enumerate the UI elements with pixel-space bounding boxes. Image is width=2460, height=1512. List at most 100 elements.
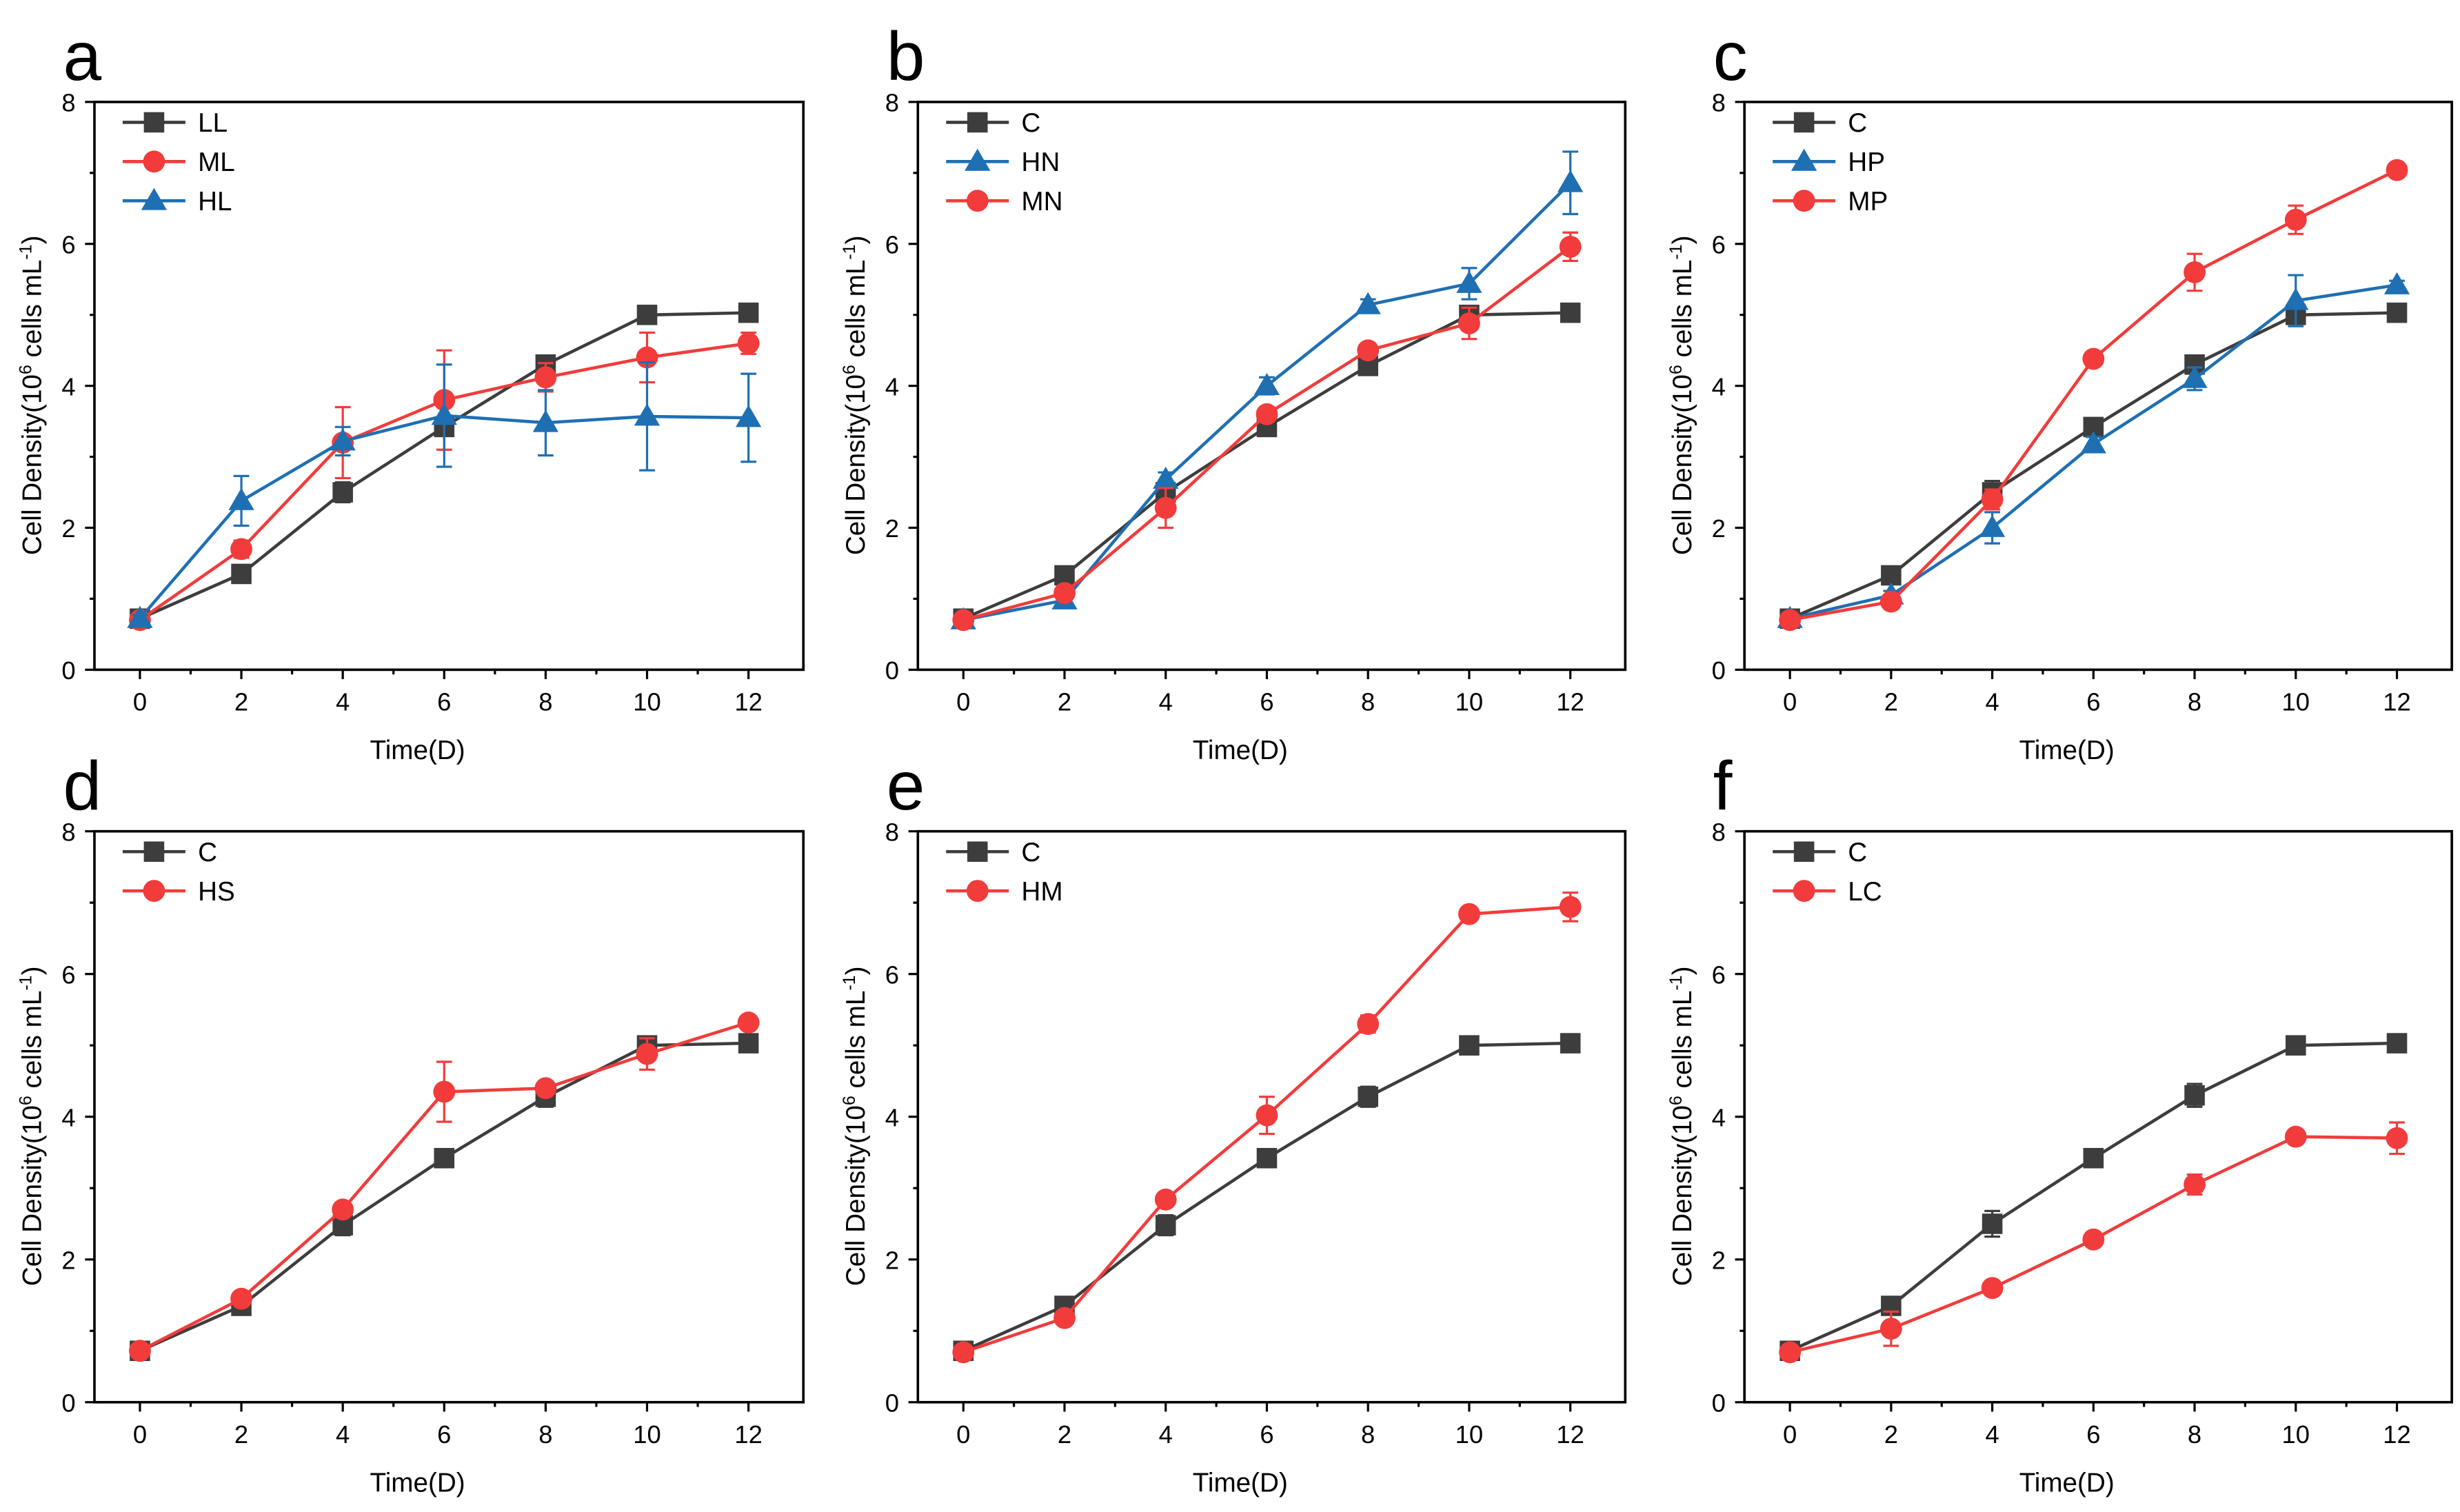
data-point (2184, 1085, 2205, 1106)
x-tick-label: 12 (1556, 688, 1584, 716)
legend-marker (966, 190, 989, 212)
data-point (330, 428, 356, 451)
x-tick-label: 8 (1361, 1420, 1375, 1449)
x-tick-label: 6 (437, 688, 451, 716)
x-tick-label: 2 (1884, 1420, 1898, 1449)
x-tick-label: 2 (234, 688, 248, 716)
data-point (431, 403, 457, 425)
y-tick-label: 6 (885, 230, 899, 259)
data-point (636, 1042, 658, 1065)
legend-label: HS (198, 877, 235, 907)
data-point (738, 302, 759, 323)
y-axis-title: Cell Density(106 cells mL-1) (1666, 235, 1697, 555)
legend: C HS (122, 838, 235, 907)
legend-marker (143, 880, 165, 903)
legend-label: C (1848, 838, 1867, 867)
panel-letter: b (887, 18, 925, 95)
y-tick-label: 0 (61, 656, 75, 685)
data-point (1779, 1341, 1802, 1364)
y-tick-label: 4 (885, 372, 899, 401)
x-tick-label: 4 (1159, 688, 1173, 716)
data-point (1879, 590, 1902, 613)
chart-panel-e: e 0 2 4 6 8 0 2 4 6 8 10 12 Time(D) Cell Density(106 c… (840, 747, 1627, 1498)
x-tick-label: 0 (1783, 1420, 1797, 1449)
x-tick-label: 10 (633, 1420, 661, 1449)
y-tick-label: 8 (61, 89, 75, 117)
x-tick-label: 0 (956, 1420, 970, 1449)
x-tick-label: 2 (1058, 688, 1071, 716)
y-tick-label: 8 (885, 89, 899, 117)
data-point (2386, 159, 2408, 181)
x-axis-title: Time(D) (1193, 1468, 1288, 1498)
data-point (1981, 488, 2004, 511)
data-point (2184, 1173, 2206, 1196)
x-tick-label: 6 (437, 1420, 451, 1449)
x-tick-label: 6 (1260, 688, 1273, 716)
x-tick-label: 0 (1783, 688, 1797, 716)
y-tick-label: 0 (61, 1389, 75, 1417)
legend-marker (1793, 190, 1815, 212)
data-point (2386, 1127, 2408, 1149)
y-tick-label: 6 (1712, 960, 1726, 989)
legend-marker (1791, 148, 1817, 171)
legend-label: HM (1021, 877, 1062, 907)
legend-label: C (1848, 108, 1867, 138)
y-tick-label: 2 (885, 1246, 899, 1274)
data-point (2083, 1147, 2104, 1169)
legend-marker (966, 880, 989, 903)
data-point (737, 1011, 760, 1034)
data-point (2184, 261, 2206, 283)
data-point (129, 1340, 151, 1362)
y-tick-label: 8 (885, 818, 899, 846)
panel-letter: e (887, 747, 925, 825)
legend-label: C (1021, 108, 1040, 138)
x-tick-label: 8 (1361, 688, 1375, 716)
x-tick-label: 4 (1159, 1420, 1173, 1449)
x-tick-label: 0 (133, 688, 147, 716)
data-point (1456, 270, 1482, 293)
data-point (738, 1033, 759, 1054)
plot-frame (1743, 829, 2453, 1404)
x-axis-title: Time(D) (2019, 1468, 2115, 1498)
x-tick-label: 0 (956, 688, 970, 716)
y-axis-title: Cell Density(106 cells mL-1) (17, 235, 48, 555)
series-HP (1777, 272, 2410, 628)
x-tick-label: 12 (1556, 1420, 1584, 1449)
data-point (332, 1198, 354, 1221)
data-point (2284, 208, 2307, 231)
legend-label: HP (1848, 148, 1885, 177)
data-point (1358, 1086, 1378, 1107)
data-point (636, 304, 658, 325)
data-point (2286, 1035, 2306, 1056)
data-point (1355, 292, 1381, 314)
y-tick-label: 2 (1712, 514, 1726, 543)
y-axis-title: Cell Density(106 cells mL-1) (840, 235, 871, 555)
x-tick-label: 6 (2086, 1420, 2100, 1449)
x-tick-label: 0 (133, 1420, 147, 1449)
x-axis-title: Time(D) (370, 736, 465, 765)
panel-letter: f (1713, 747, 1733, 825)
legend: C LC (1773, 838, 1882, 907)
x-tick-label: 2 (1058, 1420, 1071, 1449)
legend: C HP MP (1773, 108, 1888, 216)
legend-label: MN (1021, 187, 1062, 216)
legend-marker (1793, 841, 1815, 863)
x-tick-label: 2 (1884, 688, 1898, 716)
y-tick-label: 4 (61, 372, 75, 401)
data-point (231, 563, 252, 585)
legend-marker (1793, 880, 1815, 903)
y-tick-label: 6 (885, 960, 899, 989)
chart-panel-a: a 0 2 4 6 8 0 2 4 6 8 10 12 Time(D) Cell Density(106 c… (17, 18, 805, 765)
y-tick-label: 2 (885, 514, 899, 543)
data-point (1154, 1188, 1177, 1211)
legend-label: LL (198, 108, 228, 138)
y-tick-label: 0 (885, 1389, 899, 1417)
legend-label: ML (198, 148, 235, 177)
data-point (1458, 312, 1480, 334)
plot-frame (93, 829, 805, 1404)
data-point (1560, 302, 1581, 323)
data-point (1557, 170, 1584, 192)
data-point (2181, 365, 2208, 388)
x-axis-title: Time(D) (2019, 736, 2115, 765)
legend-label: HN (1021, 148, 1060, 177)
